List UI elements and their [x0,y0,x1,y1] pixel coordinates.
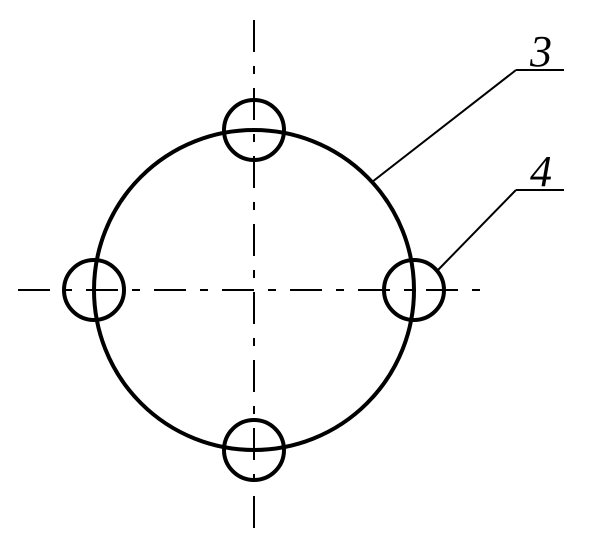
label-4: 4 [530,146,552,197]
leader-line-4 [438,190,516,270]
technical-diagram [0,0,590,553]
leader-line-3 [372,70,516,182]
label-3: 3 [530,26,552,77]
